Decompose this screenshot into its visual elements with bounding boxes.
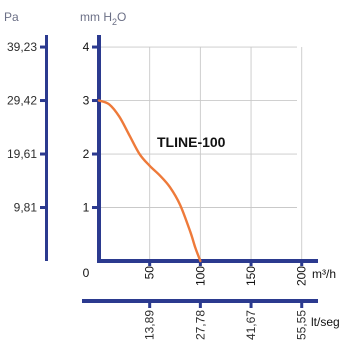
- x-primary-unit: m³/h: [312, 267, 336, 281]
- y-primary-axis: [97, 35, 101, 261]
- y-secondary-tick-label: 29,42: [7, 94, 37, 108]
- x-secondary-unit: lt/seg: [311, 315, 340, 329]
- x-primary-axis: [97, 259, 318, 263]
- x-primary-tick-label: 150: [244, 266, 258, 286]
- x-primary-tick: [300, 261, 304, 266]
- y-primary-tick-label: 4: [83, 40, 90, 54]
- y-primary-tick: [92, 152, 98, 156]
- y-primary-tick: [92, 45, 98, 49]
- y-primary-tick-label: 2: [83, 147, 90, 161]
- chart-title: TLINE-100: [157, 134, 226, 150]
- tick-group: 0 1 2 3 4 9,81 19,61 29,42 39,23 50 100 150 200 13,89…: [7, 40, 309, 340]
- x-secondary-tick: [249, 302, 253, 308]
- y-secondary-tick-label: 9,81: [14, 201, 38, 215]
- y-primary-tick: [92, 99, 98, 103]
- y-primary-tick-label: 0: [83, 266, 90, 280]
- x-secondary-tick-label: 41,67: [244, 310, 258, 340]
- grid-lines: [99, 46, 303, 261]
- x-primary-tick: [198, 261, 202, 266]
- y-secondary-tick: [40, 152, 47, 156]
- x-secondary-tick-label: 55,55: [295, 310, 309, 340]
- x-primary-tick-label: 100: [193, 266, 207, 286]
- y-secondary-tick-label: 19,61: [7, 147, 37, 161]
- x-secondary-tick: [148, 302, 152, 308]
- y-secondary-tick: [40, 99, 47, 103]
- y-primary-unit: mm H2O: [80, 10, 126, 27]
- y-secondary-tick-label: 39,23: [7, 40, 37, 54]
- x-secondary-tick-label: 27,78: [193, 310, 207, 340]
- y-secondary-unit: Pa: [4, 10, 19, 24]
- x-secondary-axis: [82, 299, 318, 303]
- y-secondary-tick: [40, 45, 47, 49]
- x-primary-tick-label: 200: [295, 266, 309, 286]
- y-primary-tick-label: 3: [83, 94, 90, 108]
- x-secondary-tick-label: 13,89: [143, 310, 157, 340]
- x-primary-tick-label: 50: [143, 266, 157, 280]
- y-primary-tick-label: 1: [83, 201, 90, 215]
- x-secondary-tick: [198, 302, 202, 308]
- x-secondary-tick: [300, 302, 304, 308]
- y-secondary-axis: [45, 35, 48, 261]
- series-line-tline-100: [97, 99, 202, 263]
- x-primary-tick: [249, 261, 253, 266]
- y-primary-tick: [92, 206, 98, 210]
- x-primary-tick: [148, 261, 152, 266]
- y-secondary-tick: [40, 206, 47, 210]
